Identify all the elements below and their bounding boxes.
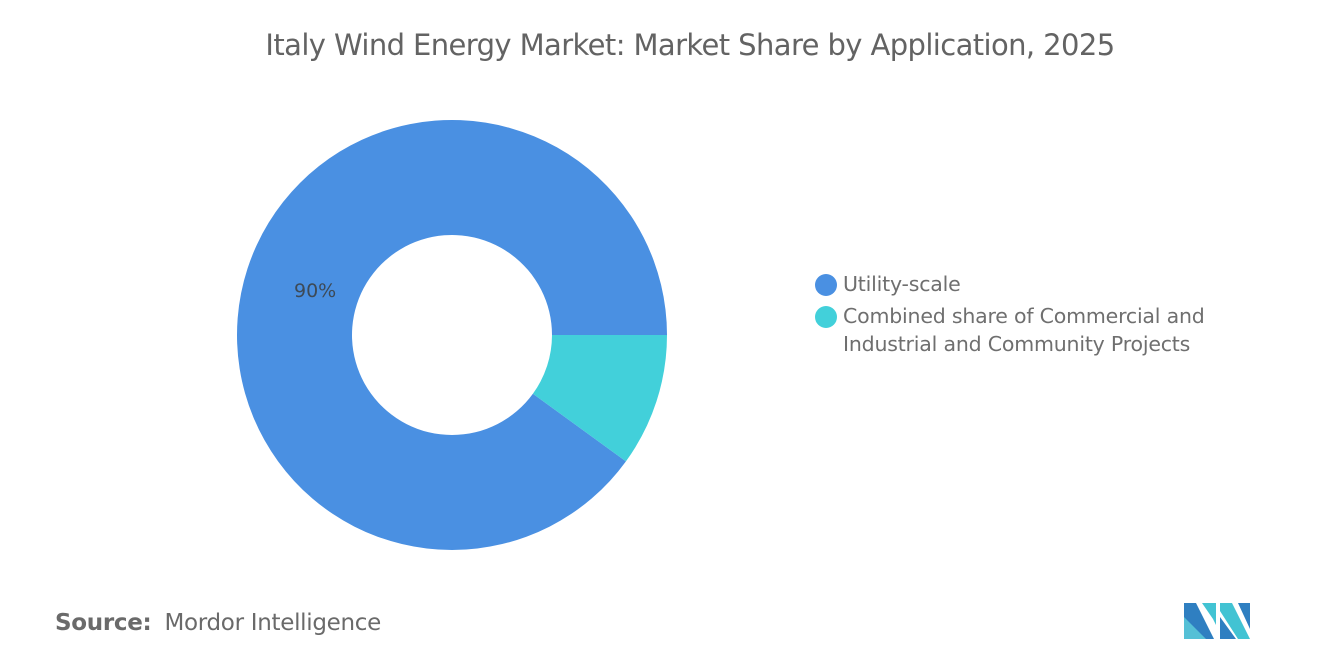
- legend-item-combined-share[interactable]: Combined share of Commercial and Industr…: [815, 302, 1235, 358]
- source-note: Source: Mordor Intelligence: [55, 610, 381, 636]
- chart-title: Italy Wind Energy Market: Market Share b…: [265, 28, 1115, 62]
- source-label: Source:: [55, 610, 152, 636]
- legend-label-line1: Combined share of Commercial and: [843, 304, 1205, 328]
- mordor-intelligence-logo-icon: [1184, 603, 1250, 639]
- legend-label: Utility-scale: [843, 272, 961, 296]
- legend: Utility-scale Combined share of Commerci…: [815, 270, 1235, 358]
- combined-share-swatch-icon: [815, 306, 837, 328]
- slice-utility-scale[interactable]: [237, 119, 667, 550]
- slice-combined-share[interactable]: [532, 335, 667, 462]
- legend-label-line2: Industrial and Community Projects: [843, 332, 1191, 356]
- source-value: Mordor Intelligence: [164, 610, 381, 636]
- legend-item-utility-scale[interactable]: Utility-scale: [815, 270, 1235, 298]
- utility-scale-swatch-icon: [815, 274, 837, 296]
- utility-pct-label: 90%: [294, 280, 336, 302]
